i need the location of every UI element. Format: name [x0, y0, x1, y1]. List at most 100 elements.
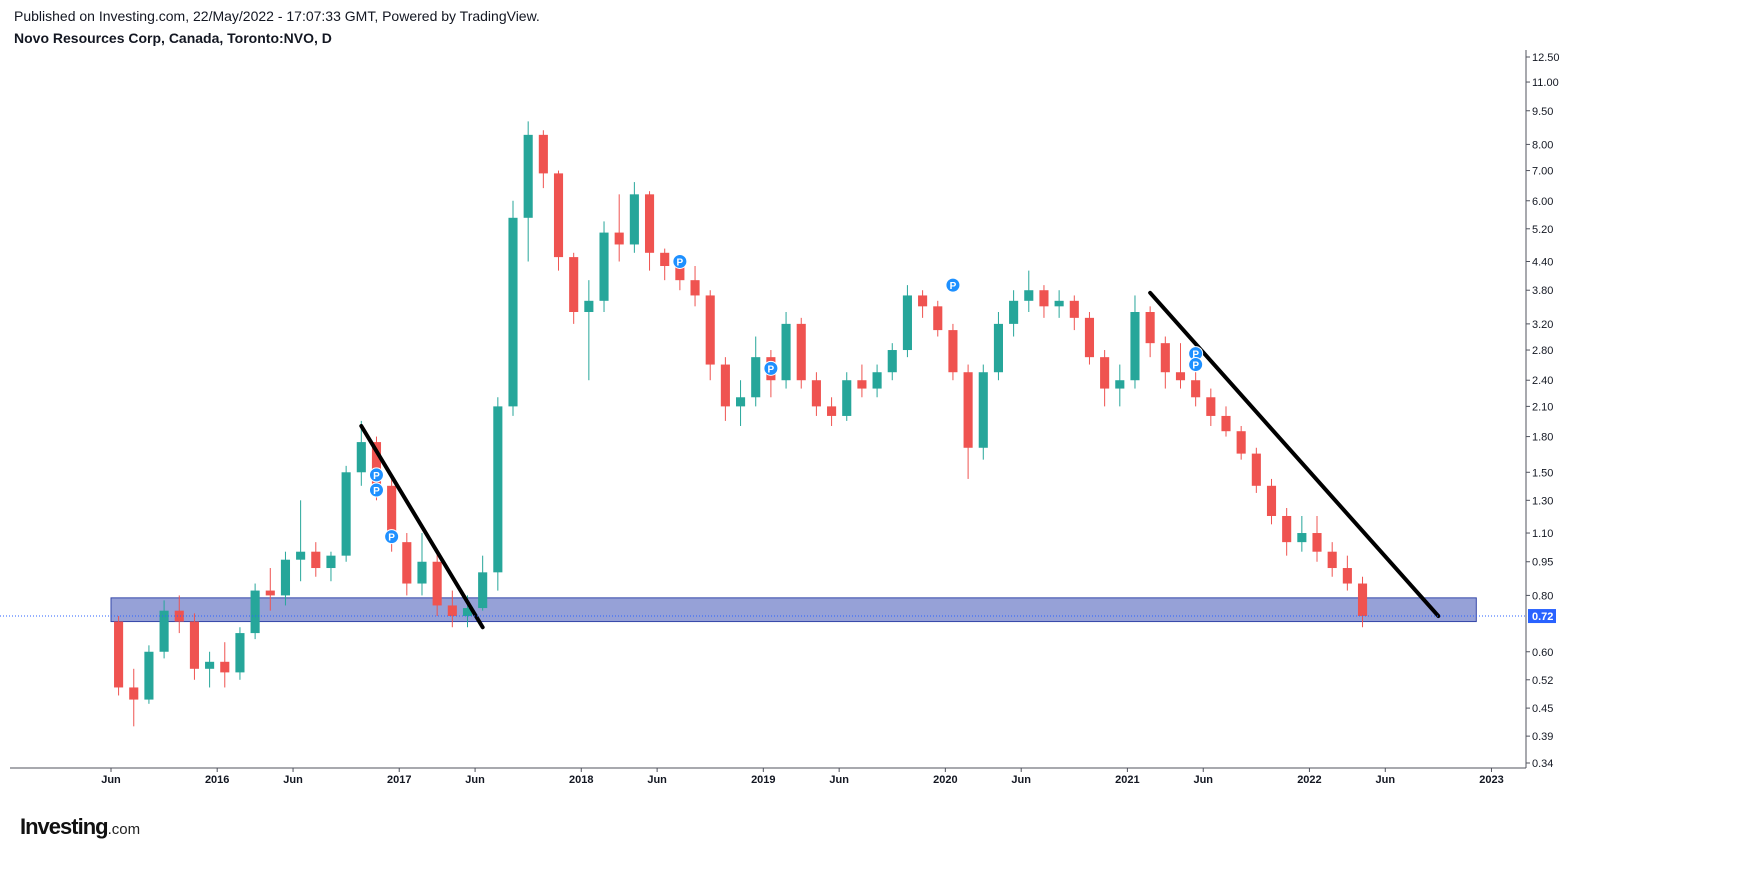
candle-body	[1145, 312, 1155, 344]
y-tick-label: 1.50	[1532, 467, 1553, 479]
event-marker-label: P	[1192, 350, 1199, 361]
candle-body	[432, 561, 442, 606]
y-tick-label: 0.45	[1532, 703, 1553, 715]
y-tick-label: 0.80	[1532, 590, 1553, 602]
candle-body	[1069, 300, 1079, 318]
event-marker-label: P	[373, 486, 380, 497]
candle-body	[341, 472, 351, 556]
candle-body	[371, 442, 382, 486]
y-tick-label: 2.80	[1532, 345, 1553, 357]
event-marker-label: P	[950, 281, 957, 292]
y-tick-label: 5.20	[1532, 224, 1553, 236]
candle-body	[1024, 290, 1034, 301]
event-marker-icon	[945, 277, 961, 293]
candle-body	[887, 350, 897, 373]
y-tick-label: 2.10	[1532, 401, 1553, 413]
candle-body	[1327, 551, 1337, 569]
candle-body	[1115, 380, 1125, 389]
logo-main: Investing	[20, 814, 109, 839]
candle-body	[827, 406, 837, 416]
x-tick-label: 2017	[387, 774, 411, 786]
y-tick-label: 3.20	[1532, 319, 1553, 331]
candle-body	[1266, 485, 1277, 516]
candle-body	[978, 372, 988, 448]
x-tick-label: Jun	[283, 774, 303, 786]
candle-body	[387, 485, 397, 543]
y-tick-label: 0.39	[1532, 731, 1553, 743]
candle-body	[523, 134, 533, 218]
y-tick-label: 0.95	[1532, 557, 1553, 569]
candle-body	[493, 406, 503, 573]
y-tick-label: 1.30	[1532, 495, 1553, 507]
candle-body	[235, 633, 245, 673]
candle-body	[781, 323, 791, 381]
candle-body	[1130, 312, 1140, 381]
x-tick-label: Jun	[647, 774, 667, 786]
symbol-title: Novo Resources Corp, Canada, Toronto:NVO…	[14, 30, 332, 46]
candle-body	[1084, 317, 1095, 358]
event-marker-icon	[1188, 357, 1204, 373]
candle-body	[1251, 453, 1261, 486]
candle-body	[1357, 583, 1368, 617]
candle-body	[811, 380, 821, 407]
candle-body	[1221, 415, 1231, 432]
candle-body	[1282, 515, 1292, 543]
support-band	[110, 597, 1477, 623]
x-tick-label: 2019	[751, 774, 775, 786]
x-tick-label: 2021	[1115, 774, 1139, 786]
candle-body	[1206, 397, 1216, 416]
candle-body	[675, 266, 685, 281]
candle-body	[933, 306, 943, 331]
y-tick-label: 3.80	[1532, 285, 1553, 297]
event-marker-label: P	[677, 258, 684, 269]
y-tick-label: 7.00	[1532, 166, 1553, 178]
candle-body	[751, 357, 761, 398]
candle-body	[159, 610, 169, 652]
x-tick-label: 2022	[1297, 774, 1321, 786]
candle-body	[948, 330, 958, 373]
candle-body	[1312, 533, 1322, 552]
event-marker-icon	[368, 482, 384, 498]
candle-body	[1054, 300, 1064, 307]
candle-body	[296, 551, 306, 560]
trendline	[359, 423, 485, 630]
y-tick-label: 11.00	[1532, 77, 1559, 89]
candle-body	[447, 605, 457, 617]
candle-body	[508, 217, 518, 407]
candle-body	[553, 173, 564, 258]
candle-body	[220, 661, 230, 673]
candle-body	[857, 380, 867, 389]
candle-body	[402, 542, 412, 584]
candle-body	[1236, 431, 1246, 454]
trendline	[1148, 290, 1441, 619]
y-tick-label: 4.40	[1532, 257, 1553, 269]
y-tick-label: 0.60	[1532, 647, 1553, 659]
candle-body	[478, 572, 488, 609]
candle-body	[842, 380, 852, 416]
x-tick-label: Jun	[829, 774, 849, 786]
event-marker-icon	[672, 254, 688, 270]
candle-body	[690, 280, 700, 296]
candle-body	[918, 295, 928, 307]
x-tick-label: 2016	[205, 774, 229, 786]
candle-body	[265, 590, 275, 596]
candle-body	[189, 621, 199, 669]
event-marker-label: P	[373, 471, 380, 482]
candle-body	[1039, 290, 1049, 307]
candle-body	[1100, 357, 1110, 389]
event-marker-label: P	[768, 364, 775, 375]
candle-body	[114, 621, 124, 688]
event-marker-icon	[763, 360, 779, 376]
candle-body	[599, 232, 609, 301]
y-tick-label: 0.52	[1532, 675, 1553, 687]
candle-body	[326, 555, 336, 569]
y-tick-label: 6.00	[1532, 196, 1553, 208]
candle-body	[1297, 533, 1307, 543]
candle-body	[902, 295, 912, 351]
last-price-label: 0.72	[1532, 611, 1553, 623]
candle-body	[872, 372, 882, 389]
last-price-tag	[1528, 609, 1556, 624]
candle-body	[1175, 372, 1186, 381]
candle-body	[144, 651, 154, 700]
